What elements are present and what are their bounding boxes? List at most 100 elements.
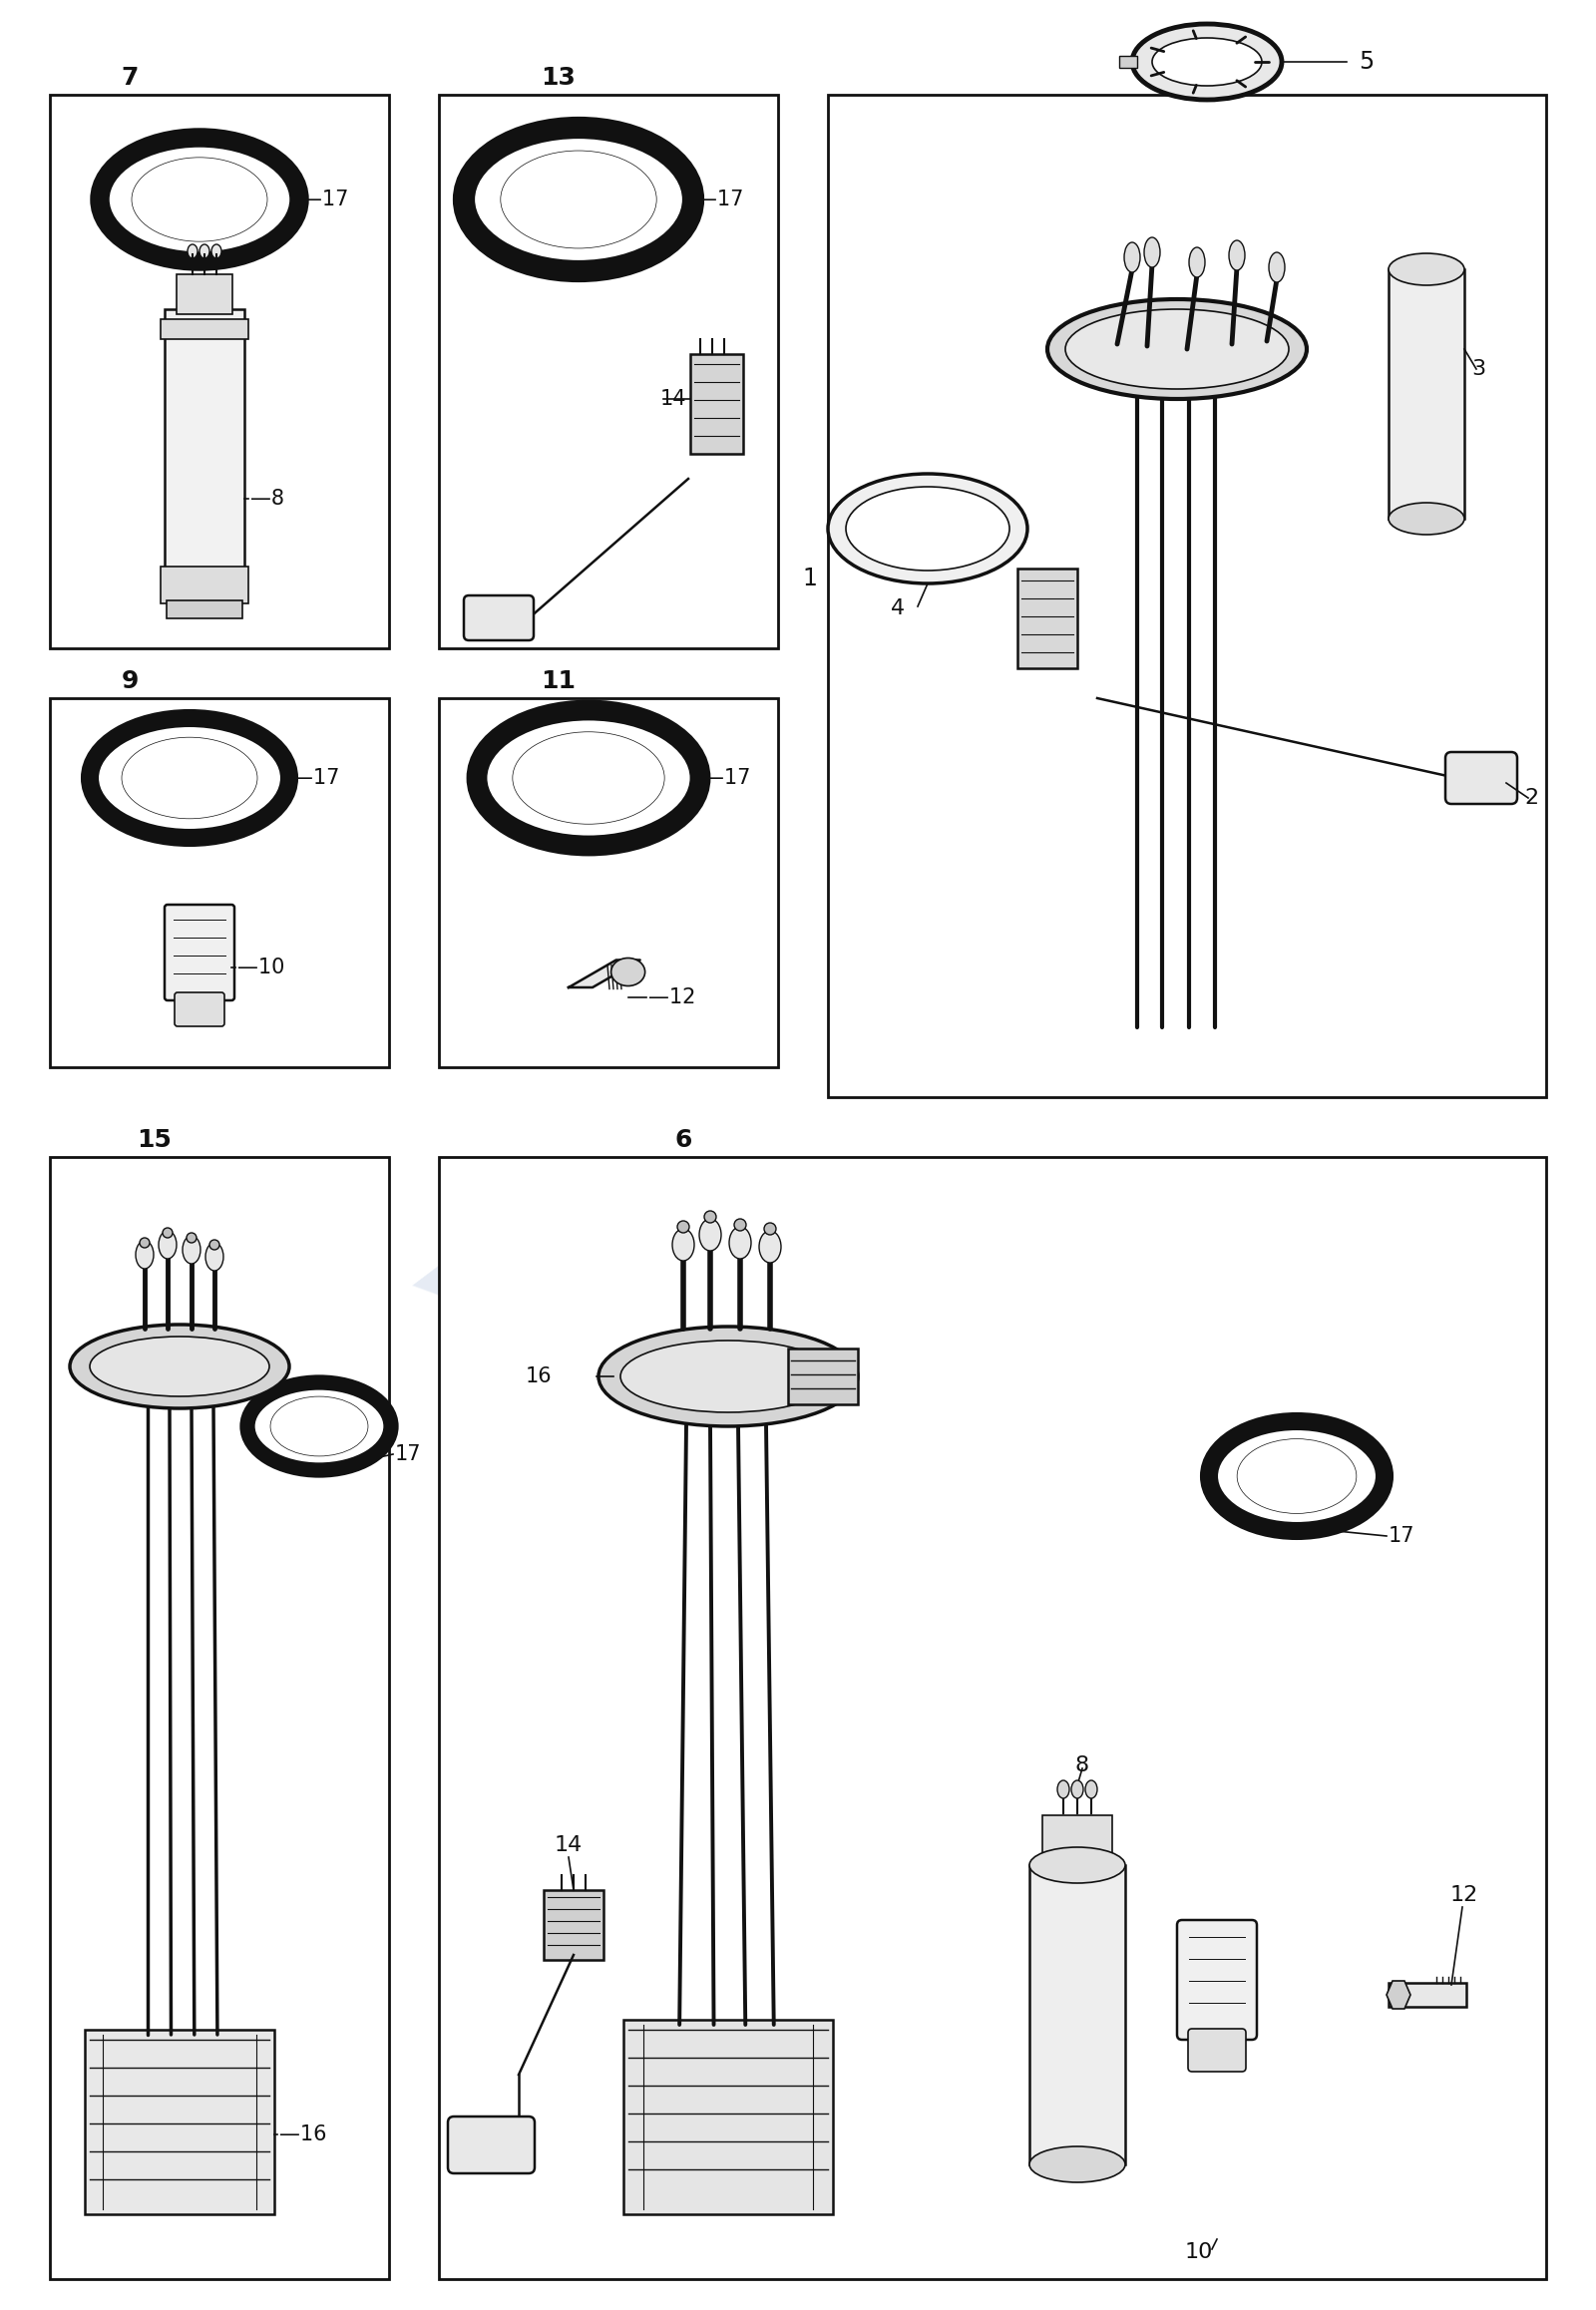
Ellipse shape [270,1398,369,1455]
Text: 1: 1 [803,566,817,591]
Bar [1389,270,1465,520]
Ellipse shape [704,1210,717,1222]
Bar [788,1349,859,1404]
Ellipse shape [1152,37,1262,85]
Bar [1029,1864,1125,2164]
Text: —17: —17 [704,767,750,788]
Ellipse shape [1144,238,1160,268]
Ellipse shape [828,474,1028,584]
Bar [1119,55,1136,67]
Bar [624,2019,833,2215]
Text: 13: 13 [541,65,576,90]
Bar [49,1157,389,2280]
Ellipse shape [206,1243,223,1270]
Polygon shape [1387,1982,1411,2010]
Text: 12: 12 [1451,1885,1478,1906]
Ellipse shape [211,245,222,259]
Text: 11: 11 [541,670,576,693]
Text: —8: —8 [251,490,284,508]
Text: 7: 7 [121,65,139,90]
Ellipse shape [1029,2146,1125,2183]
Bar [1389,1982,1467,2007]
FancyBboxPatch shape [164,906,235,1000]
Ellipse shape [89,718,289,839]
Bar [828,95,1547,1097]
Ellipse shape [89,1337,270,1395]
Ellipse shape [672,1229,694,1261]
Ellipse shape [121,737,257,818]
Ellipse shape [1269,252,1285,282]
Bar [161,319,249,340]
Text: 7zap.com: 7zap.com [388,1176,1208,1596]
Text: 9: 9 [121,670,139,693]
Ellipse shape [1085,1781,1098,1797]
Text: 2: 2 [1524,788,1539,808]
Text: 17: 17 [1389,1527,1416,1545]
Ellipse shape [764,1222,776,1236]
Ellipse shape [729,1227,752,1259]
Text: 16: 16 [525,1368,552,1386]
Ellipse shape [501,150,656,247]
Ellipse shape [163,1229,172,1238]
Text: 15: 15 [137,1127,172,1153]
Bar [544,1890,603,1959]
Bar [439,95,779,649]
Ellipse shape [1071,1781,1084,1797]
FancyBboxPatch shape [1187,2028,1246,2072]
Bar [439,698,779,1067]
Ellipse shape [1066,310,1290,388]
Bar [85,2030,275,2215]
Ellipse shape [70,1324,289,1409]
Text: 10: 10 [1184,2243,1213,2261]
Bar [49,698,389,1067]
Ellipse shape [140,1238,150,1247]
Ellipse shape [188,245,198,259]
Bar [1018,568,1077,668]
Ellipse shape [1237,1439,1357,1513]
Bar [439,1157,1547,2280]
FancyBboxPatch shape [1446,753,1518,804]
Text: —17: —17 [302,189,348,210]
Ellipse shape [1132,23,1282,99]
FancyBboxPatch shape [464,596,533,640]
Ellipse shape [1057,1781,1069,1797]
Ellipse shape [1124,243,1140,273]
Text: 5: 5 [1358,51,1374,74]
Text: —16: —16 [279,2125,327,2144]
Ellipse shape [477,709,701,845]
Text: 14: 14 [554,1834,583,1855]
Ellipse shape [512,732,664,825]
Bar [161,566,249,603]
Ellipse shape [1389,254,1465,284]
Text: 14: 14 [661,388,686,409]
Ellipse shape [187,1234,196,1243]
Ellipse shape [182,1236,201,1264]
Ellipse shape [1210,1421,1385,1532]
Ellipse shape [846,487,1010,571]
Ellipse shape [621,1340,836,1411]
Bar [164,310,244,589]
Bar [689,353,744,453]
Polygon shape [568,961,640,986]
Bar [49,95,389,649]
Ellipse shape [136,1240,153,1268]
Text: —17: —17 [292,767,340,788]
Text: 6: 6 [675,1127,693,1153]
Text: —12: —12 [648,986,696,1007]
Ellipse shape [760,1231,780,1264]
FancyBboxPatch shape [448,2116,535,2174]
Ellipse shape [200,245,209,259]
Ellipse shape [598,1326,859,1425]
Ellipse shape [1389,504,1465,534]
Ellipse shape [611,959,645,986]
Ellipse shape [677,1220,689,1234]
Text: 3: 3 [1472,358,1486,379]
Bar [919,568,935,584]
Ellipse shape [699,1220,721,1250]
Ellipse shape [247,1381,391,1469]
Ellipse shape [1229,240,1245,270]
Text: —17: —17 [696,189,744,210]
Ellipse shape [158,1231,177,1259]
Ellipse shape [131,157,268,243]
Bar [166,601,243,619]
